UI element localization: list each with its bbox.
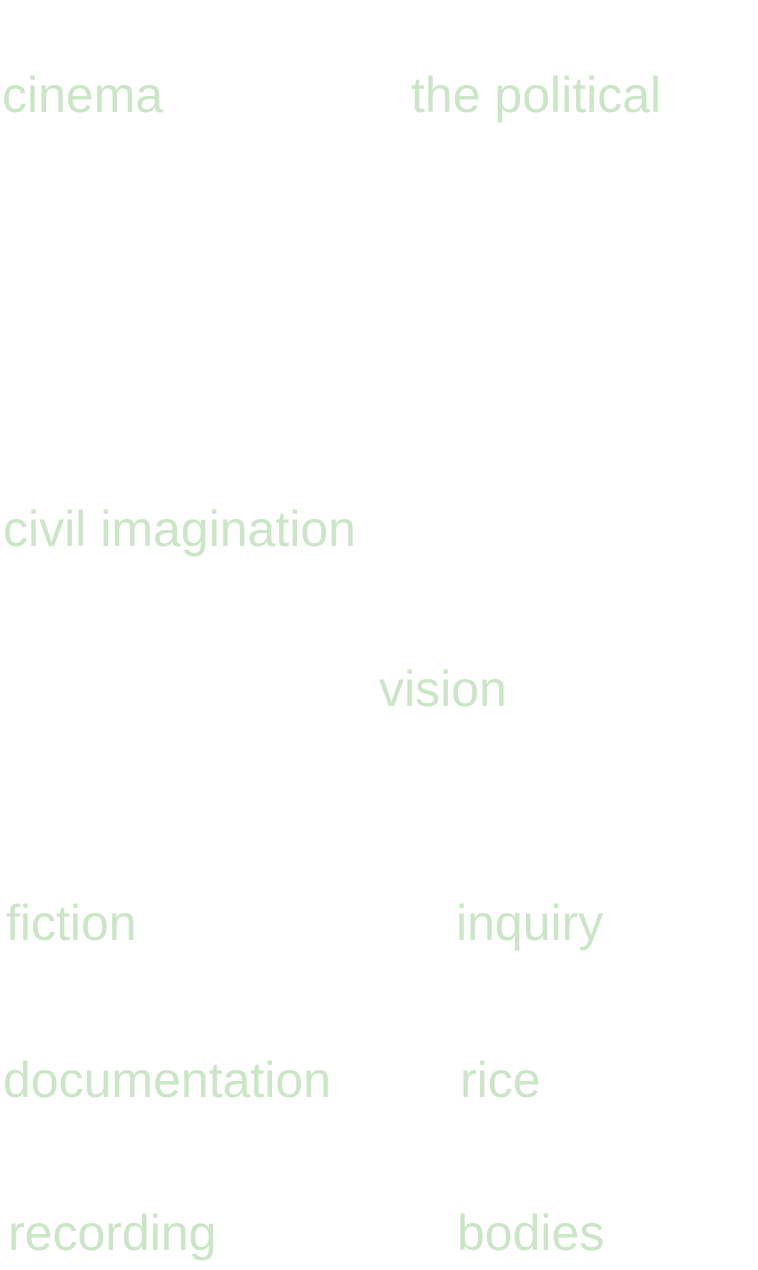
word-recording: recording — [8, 1205, 217, 1261]
word-the-political: the political — [411, 67, 662, 123]
word-rice: rice — [460, 1052, 541, 1108]
word-cinema: cinema — [2, 67, 164, 123]
word-documentation: documentation — [3, 1052, 332, 1108]
word-fiction: fiction — [6, 895, 137, 951]
word-inquiry: inquiry — [456, 895, 604, 951]
word-civil-imagination: civil imagination — [3, 501, 356, 557]
word-vision: vision — [379, 661, 507, 717]
word-bodies: bodies — [457, 1205, 605, 1261]
